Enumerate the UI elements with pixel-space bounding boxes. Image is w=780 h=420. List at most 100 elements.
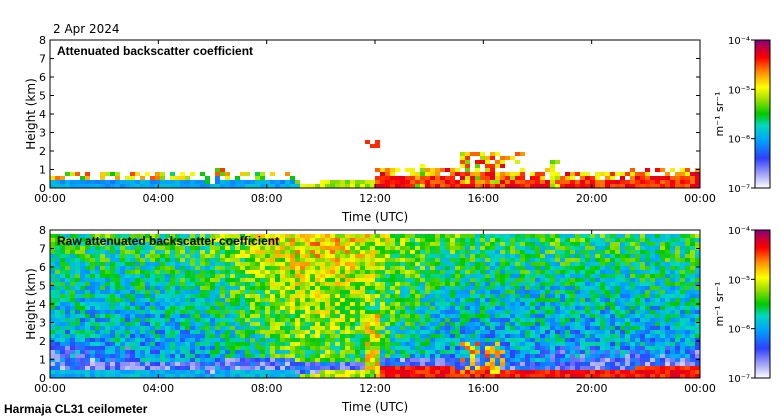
heatmap-cell [555,294,560,298]
heatmap-cell [140,176,145,180]
heatmap-cell [110,366,115,370]
heatmap-cell [650,290,655,294]
heatmap-cell [330,302,335,306]
heatmap-cell [125,326,130,330]
heatmap-cell [590,282,595,286]
heatmap-cell [365,298,370,302]
heatmap-cell [50,176,55,180]
heatmap-cell [180,342,185,346]
heatmap-cell [455,286,460,290]
heatmap-cell [635,314,640,318]
heatmap-cell [430,338,435,342]
heatmap-cell [500,350,505,354]
heatmap-cell [145,286,150,290]
heatmap-cell [690,172,695,176]
heatmap-cell [275,314,280,318]
heatmap-cell [530,246,535,250]
heatmap-cell [220,254,225,258]
heatmap-cell [320,338,325,342]
heatmap-cell [115,274,120,278]
heatmap-cell [385,358,390,362]
heatmap-cell [200,350,205,354]
heatmap-cell [390,346,395,350]
heatmap-cell [605,242,610,246]
heatmap-cell [425,274,430,278]
heatmap-cell [115,270,120,274]
heatmap-cell [270,270,275,274]
heatmap-cell [200,242,205,246]
heatmap-cell [535,254,540,258]
heatmap-cell [165,318,170,322]
heatmap-cell [645,168,650,172]
heatmap-cell [190,342,195,346]
heatmap-cell [155,334,160,338]
heatmap-cell [305,290,310,294]
heatmap-cell [660,342,665,346]
heatmap-cell [125,234,130,238]
heatmap-cell [595,290,600,294]
heatmap-cell [515,302,520,306]
heatmap-cell [425,180,430,184]
heatmap-cell [160,274,165,278]
heatmap-cell [605,362,610,366]
heatmap-cell [560,354,565,358]
heatmap-cell [500,258,505,262]
heatmap-cell [75,322,80,326]
heatmap-cell [540,342,545,346]
heatmap-cell [325,366,330,370]
heatmap-cell [465,346,470,350]
heatmap-cell [110,294,115,298]
heatmap-cell [450,266,455,270]
heatmap-cell [560,234,565,238]
heatmap-cell [575,184,580,188]
heatmap-cell [400,176,405,180]
heatmap-cell [300,278,305,282]
heatmap-cell [370,278,375,282]
heatmap-cell [330,286,335,290]
heatmap-cell [540,354,545,358]
heatmap-cell [225,286,230,290]
heatmap-cell [180,294,185,298]
heatmap-cell [250,270,255,274]
heatmap-cell [175,322,180,326]
heatmap-cell [250,234,255,238]
heatmap-cell [215,334,220,338]
heatmap-cell [635,242,640,246]
heatmap-cell [160,334,165,338]
heatmap-cell [440,362,445,366]
heatmap-cell [475,160,480,164]
heatmap-cell [270,350,275,354]
heatmap-cell [485,266,490,270]
heatmap-cell [280,298,285,302]
heatmap-cell [510,314,515,318]
heatmap-cell [515,342,520,346]
heatmap-cell [640,370,645,374]
heatmap-cell [465,172,470,176]
heatmap-cell [305,270,310,274]
heatmap-cell [115,334,120,338]
heatmap-cell [675,184,680,188]
heatmap-cell [325,302,330,306]
heatmap-cell [160,234,165,238]
heatmap-cell [570,358,575,362]
heatmap-cell [645,234,650,238]
heatmap-cell [355,184,360,188]
heatmap-cell [450,318,455,322]
heatmap-cell [615,282,620,286]
heatmap-cell [405,246,410,250]
heatmap-cell [110,310,115,314]
heatmap-cell [255,366,260,370]
heatmap-cell [385,258,390,262]
heatmap-cell [570,354,575,358]
heatmap-cell [650,270,655,274]
heatmap-cell [595,338,600,342]
heatmap-cell [425,374,430,378]
heatmap-cell [465,322,470,326]
heatmap-cell [430,290,435,294]
heatmap-cell [580,270,585,274]
heatmap-cell [590,180,595,184]
heatmap-cell [90,314,95,318]
heatmap-cell [190,330,195,334]
heatmap-cell [315,266,320,270]
heatmap-cell [540,242,545,246]
